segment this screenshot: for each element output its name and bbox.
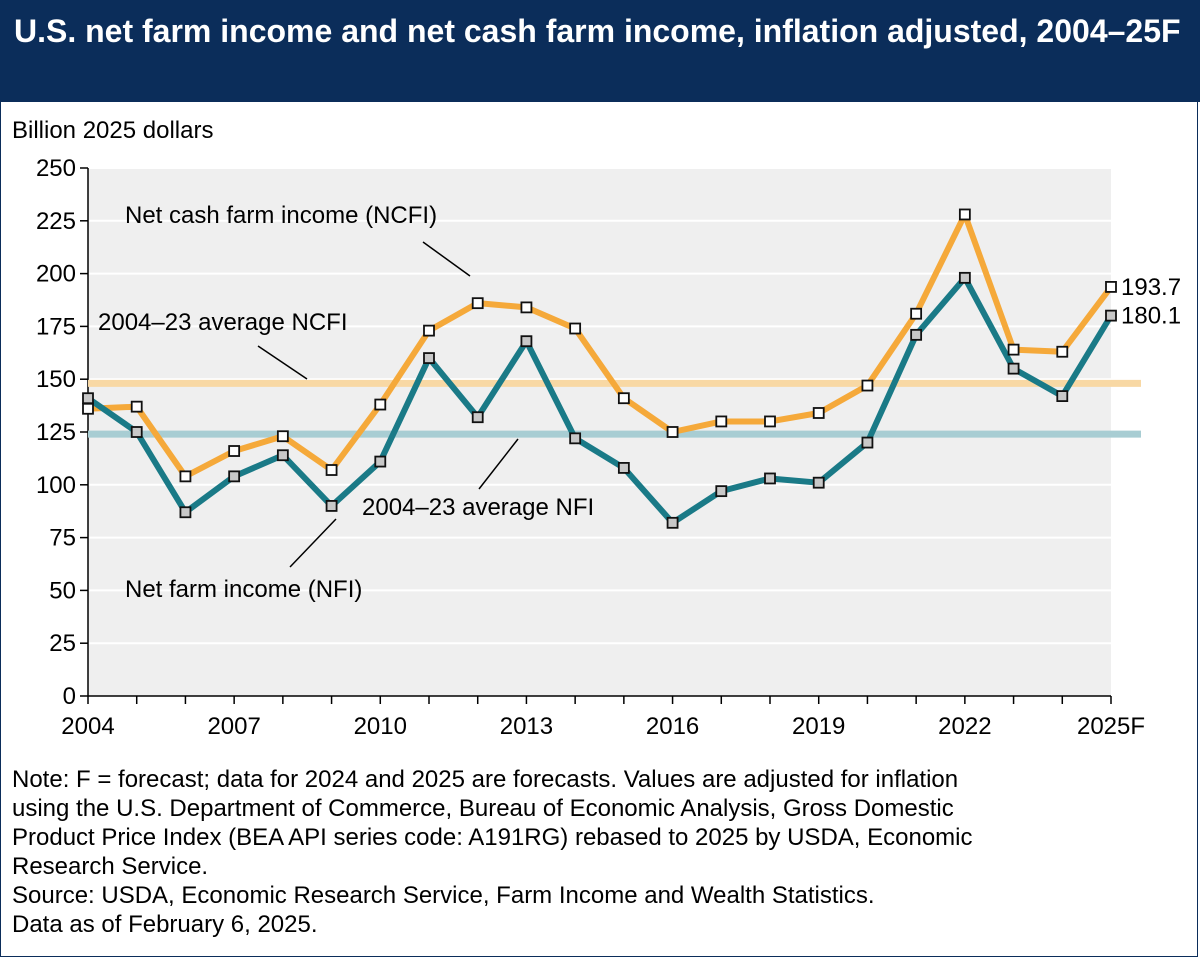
x-tick-label: 2010 (354, 713, 407, 740)
annotation-avg-nfi: 2004–23 average NFI (362, 494, 594, 521)
data-point-ncfi (1105, 281, 1117, 293)
annotation-leader (478, 438, 519, 490)
data-point-ncfi (812, 407, 825, 419)
data-point-ncfi (715, 415, 728, 428)
annotation-leader (289, 518, 337, 568)
x-tick-label: 2019 (792, 713, 845, 740)
data-point-ncfi (861, 379, 874, 392)
data-point-nfi (812, 476, 825, 489)
data-point-ncfi (666, 426, 679, 438)
data-point-nfi (423, 352, 435, 364)
source-line: Source: USDA, Economic Research Service,… (12, 882, 875, 909)
data-point-ncfi (471, 297, 484, 310)
x-tick-label: 2013 (500, 713, 553, 740)
y-tick-label: 175 (36, 313, 76, 340)
data-point-ncfi (617, 392, 630, 405)
annotation-leader (257, 345, 308, 380)
series-line-nfi (86, 274, 1114, 526)
data-point-nfi (228, 470, 241, 483)
data-point-ncfi (82, 402, 94, 415)
y-tick-label: 200 (36, 261, 76, 288)
series-line-ncfi (87, 211, 1114, 480)
x-tick-label: 2025F (1077, 713, 1145, 740)
chart-title: U.S. net farm income and net cash farm i… (14, 13, 1181, 49)
data-point-nfi (764, 472, 776, 485)
data-date-line: Data as of February 6, 2025. (12, 911, 318, 938)
y-tick-label: 25 (49, 630, 76, 657)
data-point-nfi (471, 411, 484, 424)
data-point-nfi (1105, 309, 1117, 322)
data-point-nfi (617, 462, 630, 474)
data-point-ncfi (276, 430, 289, 443)
data-point-nfi (1056, 390, 1069, 402)
data-point-nfi (958, 271, 971, 284)
data-point-ncfi (520, 301, 533, 314)
y-axis-unit-label: Billion 2025 dollars (12, 117, 214, 144)
y-tick-label: 250 (36, 155, 76, 182)
data-point-ncfi (1007, 343, 1020, 356)
annotation-nfi: Net farm income (NFI) (125, 576, 362, 603)
data-point-nfi (666, 516, 679, 529)
data-point-ncfi (325, 464, 338, 476)
data-point-nfi (861, 436, 874, 449)
data-point-nfi (520, 335, 533, 348)
x-tick-label: 2016 (646, 713, 699, 740)
data-point-nfi (374, 455, 387, 468)
data-point-nfi (179, 506, 192, 519)
y-tick-label: 225 (36, 208, 76, 235)
data-point-ncfi (423, 324, 435, 337)
end-value-label: 180.1 (1121, 303, 1181, 330)
title-bar: U.S. net farm income and net cash farm i… (0, 0, 1200, 102)
data-point-ncfi (374, 398, 387, 411)
y-tick-label: 100 (36, 472, 76, 499)
data-point-ncfi (228, 445, 241, 457)
note-line: using the U.S. Department of Commerce, B… (12, 795, 954, 822)
y-tick-label: 50 (49, 577, 76, 604)
annotation-avg-ncfi: 2004–23 average NCFI (98, 309, 348, 336)
data-point-nfi (715, 485, 728, 498)
data-point-nfi (82, 392, 94, 405)
x-tick-label: 2022 (938, 713, 991, 740)
x-tick-label: 2004 (61, 713, 114, 740)
annotation-leader (422, 241, 471, 277)
data-point-ncfi (910, 307, 923, 320)
end-value-label: 193.7 (1121, 274, 1181, 301)
chart-notes: Note: F = forecast; data for 2024 and 20… (12, 765, 1192, 939)
note-line: Product Price Index (BEA API series code… (12, 824, 973, 851)
data-point-ncfi (1056, 345, 1069, 358)
data-point-nfi (325, 500, 338, 512)
y-tick-label: 150 (36, 366, 76, 393)
data-point-nfi (910, 328, 923, 341)
data-point-nfi (276, 449, 289, 462)
annotation-ncfi: Net cash farm income (NCFI) (125, 202, 437, 229)
data-point-nfi (1007, 362, 1020, 375)
x-tick-label: 2007 (207, 713, 260, 740)
y-tick-label: 125 (36, 419, 76, 446)
line-chart: 0 25 50 75 100 125 150 175 200 225 250 2004 2007 2010… (36, 155, 1181, 740)
note-line: Note: F = forecast; data for 2024 and 20… (12, 766, 959, 793)
data-point-nfi (130, 426, 143, 438)
data-point-nfi (569, 432, 582, 445)
data-point-ncfi (130, 400, 143, 413)
data-point-ncfi (764, 415, 776, 428)
data-point-ncfi (569, 322, 582, 335)
data-point-ncfi (958, 208, 971, 221)
y-tick-label: 0 (63, 683, 76, 710)
y-tick-label: 75 (49, 525, 76, 552)
data-point-ncfi (179, 470, 192, 483)
note-line: Research Service. (12, 853, 209, 880)
